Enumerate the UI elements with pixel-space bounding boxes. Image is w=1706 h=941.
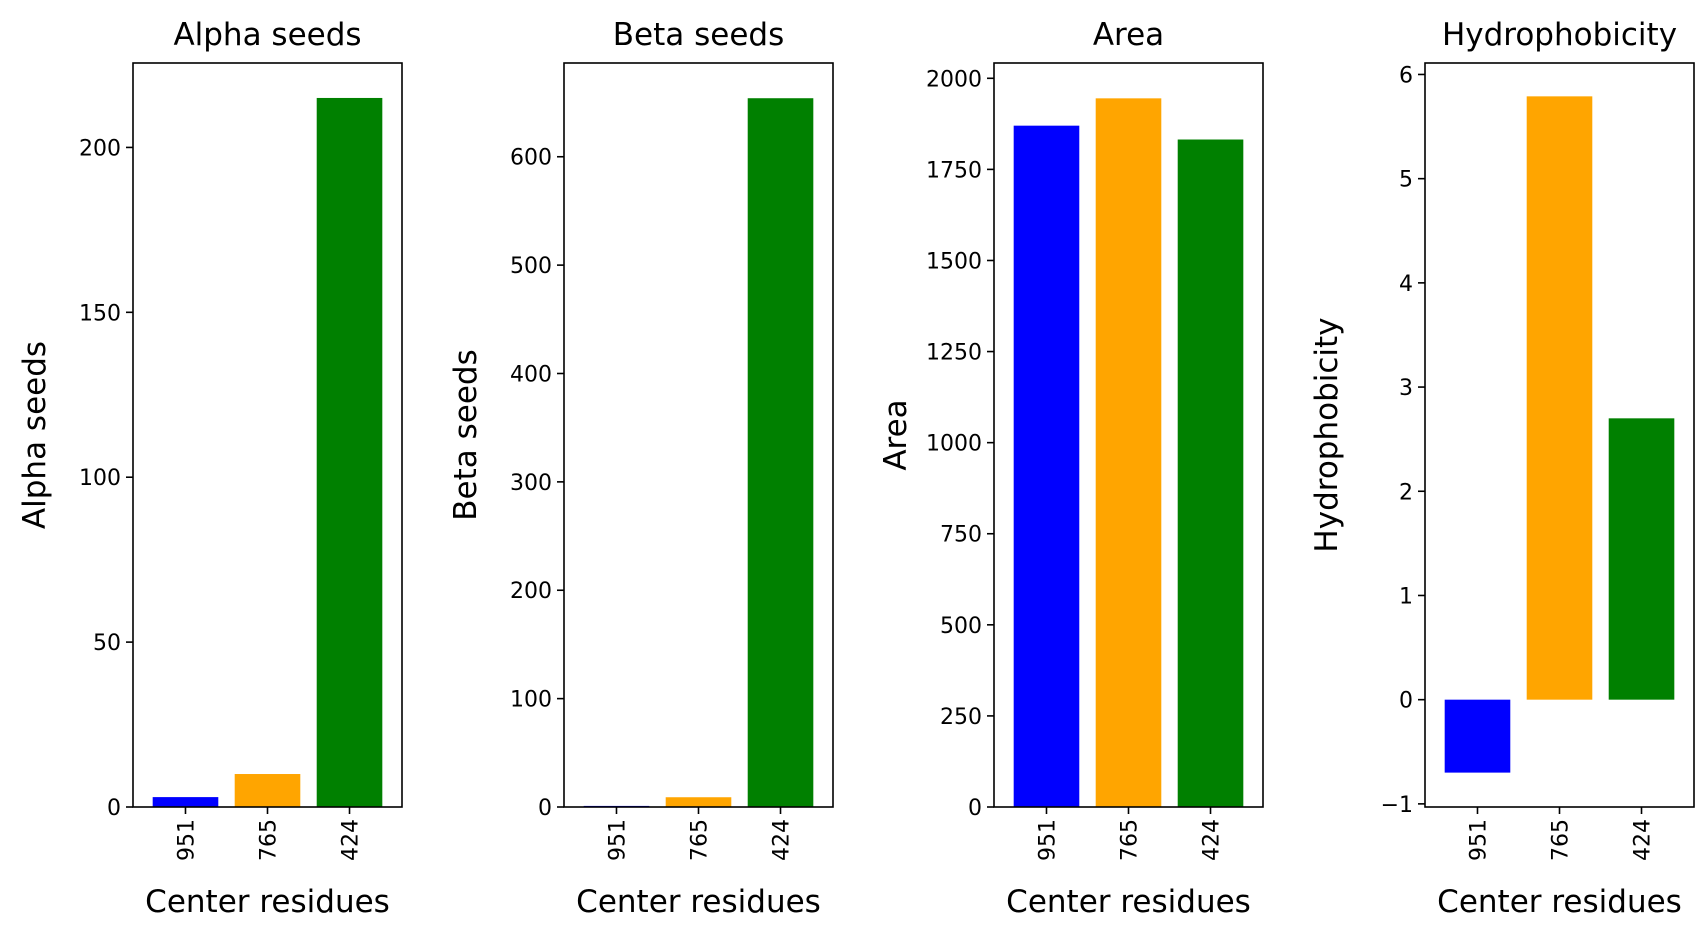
- subplot-title: Beta seeds: [613, 17, 784, 53]
- x-tick-label: 765: [1549, 819, 1574, 861]
- y-tick-label: 0: [1399, 689, 1413, 714]
- x-tick-label: 951: [174, 819, 199, 861]
- y-tick-label: 400: [510, 362, 552, 387]
- y-tick-label: 1000: [926, 432, 982, 457]
- y-tick-label: 1500: [926, 249, 982, 274]
- x-tick-label: 424: [339, 819, 364, 861]
- bar-765: [1095, 98, 1162, 808]
- bar-765: [234, 774, 301, 807]
- subplot-title: Alpha seeds: [173, 17, 361, 53]
- y-axis-label: Area: [878, 399, 914, 470]
- y-tick-label: 500: [510, 254, 552, 279]
- bar-765: [665, 797, 732, 807]
- y-axis-label: Beta seeds: [448, 349, 484, 520]
- y-tick-label: 0: [538, 796, 552, 821]
- bar-424: [1608, 418, 1675, 700]
- y-tick-label: 500: [940, 614, 982, 639]
- x-tick-label: 765: [257, 819, 282, 861]
- x-tick-label: 424: [1631, 819, 1656, 861]
- y-tick-label: 750: [940, 523, 982, 548]
- bar-424: [1177, 139, 1244, 807]
- y-tick-label: 150: [79, 301, 121, 326]
- y-tick-label: 100: [510, 688, 552, 713]
- y-tick-label: 3: [1399, 376, 1413, 401]
- y-axis-label: Alpha seeds: [17, 341, 53, 529]
- y-tick-label: 250: [940, 705, 982, 730]
- x-axis-label: Center residues: [1006, 884, 1251, 920]
- x-tick-label: 951: [1466, 819, 1491, 861]
- subplot-4: −1 0 1 2 3 4 5 6 951 765 424 Hydrophobicity Center r…: [1309, 17, 1695, 920]
- x-tick-label: 424: [770, 819, 795, 861]
- y-tick-label: 5: [1399, 168, 1413, 193]
- y-tick-label: 200: [510, 579, 552, 604]
- y-tick-label: 100: [79, 466, 121, 491]
- subplot-3: 0 250 500 750 1000 1250 1500 1750 2000 951 765 424 A…: [878, 17, 1264, 920]
- x-tick-label: 765: [688, 819, 713, 861]
- bar-951: [1444, 699, 1511, 773]
- y-tick-label: 4: [1399, 272, 1413, 297]
- x-tick-label: 765: [1118, 819, 1143, 861]
- y-tick-label: 50: [93, 631, 121, 656]
- y-tick-label: 1: [1399, 584, 1413, 609]
- y-tick-label: 2: [1399, 480, 1413, 505]
- bar-424: [747, 98, 814, 807]
- x-tick-label: 951: [605, 819, 630, 861]
- y-tick-label: 0: [968, 796, 982, 821]
- bar-765: [1526, 96, 1593, 700]
- x-axis-label: Center residues: [145, 884, 390, 920]
- x-axis-label: Center residues: [1437, 884, 1682, 920]
- subplot-2: 0 100 200 300 400 500 600 951 765 424 Beta seeds Ce…: [448, 17, 834, 920]
- y-tick-label: 300: [510, 471, 552, 496]
- y-tick-label: 0: [107, 796, 121, 821]
- y-tick-label: 200: [79, 136, 121, 161]
- y-tick-label: 2000: [926, 67, 982, 92]
- x-axis-label: Center residues: [576, 884, 821, 920]
- y-tick-label: 1750: [926, 158, 982, 183]
- subplot-title: Hydrophobicity: [1442, 17, 1677, 53]
- y-tick-label: 1250: [926, 341, 982, 366]
- subplot-title: Area: [1093, 17, 1164, 53]
- x-tick-label: 951: [1035, 819, 1060, 861]
- bar-424: [316, 97, 383, 807]
- subplot-1: 0 50 100 150 200 951 765 424 Alpha seeds Center r…: [17, 17, 403, 920]
- bar-951: [1013, 125, 1080, 807]
- y-tick-label: 6: [1399, 63, 1413, 88]
- y-tick-label: 600: [510, 146, 552, 171]
- bar-951: [152, 797, 219, 807]
- y-axis-label: Hydrophobicity: [1309, 317, 1345, 552]
- x-tick-label: 424: [1200, 819, 1225, 861]
- y-tick-label: −1: [1381, 793, 1413, 818]
